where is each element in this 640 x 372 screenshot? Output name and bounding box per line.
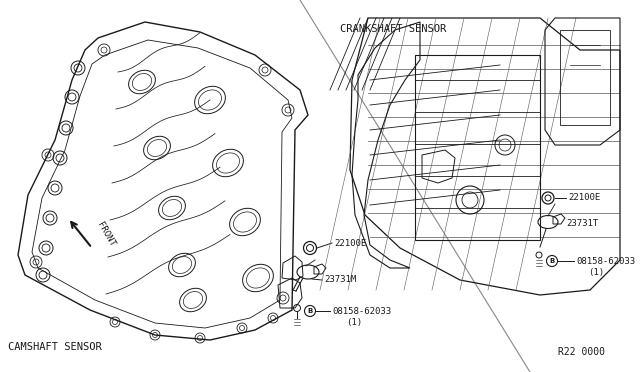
Text: B: B: [549, 258, 555, 264]
Text: (1): (1): [588, 267, 604, 276]
Text: B: B: [307, 308, 312, 314]
Text: CRANKSHAFT SENSOR: CRANKSHAFT SENSOR: [340, 24, 446, 34]
Text: FRONT: FRONT: [95, 220, 116, 248]
Circle shape: [305, 305, 316, 317]
Text: 22100E: 22100E: [334, 238, 366, 247]
Text: 23731M: 23731M: [324, 276, 356, 285]
Text: 22100E: 22100E: [568, 193, 600, 202]
Text: 08158-62033: 08158-62033: [576, 257, 635, 266]
Text: R22 0000: R22 0000: [558, 347, 605, 357]
Text: (1): (1): [346, 317, 362, 327]
Text: CAMSHAFT SENSOR: CAMSHAFT SENSOR: [8, 342, 102, 352]
Text: 23731T: 23731T: [566, 219, 598, 228]
Circle shape: [547, 256, 557, 266]
Text: 08158-62033: 08158-62033: [332, 307, 391, 315]
